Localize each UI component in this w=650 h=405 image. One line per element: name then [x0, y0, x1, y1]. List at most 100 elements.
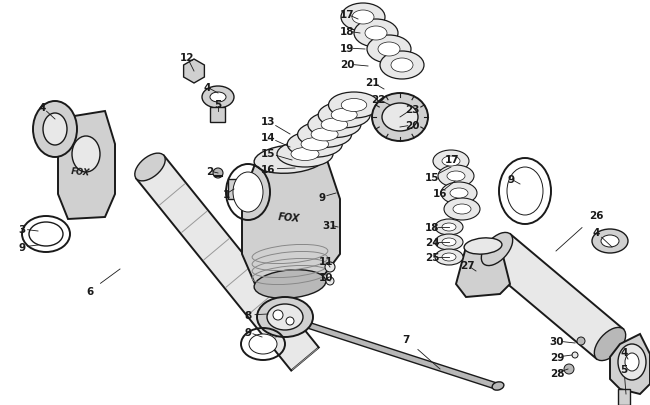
Ellipse shape: [367, 36, 411, 64]
Ellipse shape: [450, 189, 468, 198]
Text: 7: 7: [402, 334, 410, 344]
Ellipse shape: [391, 59, 413, 73]
Text: 4: 4: [592, 228, 600, 237]
Ellipse shape: [372, 94, 428, 142]
Ellipse shape: [254, 270, 326, 298]
Text: 9: 9: [318, 192, 326, 202]
Ellipse shape: [332, 109, 358, 122]
Text: 14: 14: [261, 133, 276, 143]
Ellipse shape: [435, 234, 463, 250]
Ellipse shape: [341, 4, 385, 32]
Ellipse shape: [435, 249, 463, 265]
Circle shape: [213, 168, 223, 179]
Circle shape: [564, 364, 574, 374]
Ellipse shape: [447, 172, 465, 181]
Polygon shape: [484, 234, 623, 359]
Ellipse shape: [618, 344, 646, 380]
Ellipse shape: [354, 20, 398, 48]
Ellipse shape: [481, 233, 513, 266]
Text: 17: 17: [340, 10, 354, 20]
Ellipse shape: [277, 142, 333, 168]
Text: 5: 5: [214, 100, 222, 110]
Text: 24: 24: [424, 237, 439, 247]
Text: 20: 20: [340, 60, 354, 70]
Polygon shape: [618, 389, 630, 405]
Ellipse shape: [257, 297, 313, 337]
Text: 15: 15: [261, 149, 275, 159]
Text: 1: 1: [222, 190, 229, 200]
Ellipse shape: [29, 222, 63, 246]
Text: 13: 13: [261, 117, 275, 127]
Ellipse shape: [442, 157, 460, 166]
Text: 26: 26: [589, 211, 603, 220]
Ellipse shape: [72, 136, 100, 173]
Text: 16: 16: [261, 164, 275, 175]
Polygon shape: [228, 179, 242, 200]
Ellipse shape: [444, 198, 480, 220]
Text: 15: 15: [424, 173, 439, 183]
Polygon shape: [456, 244, 510, 297]
Ellipse shape: [464, 238, 502, 254]
Text: 27: 27: [460, 260, 474, 270]
Polygon shape: [298, 321, 500, 389]
Ellipse shape: [435, 220, 463, 235]
Text: 2: 2: [207, 166, 214, 177]
Ellipse shape: [442, 239, 456, 246]
Ellipse shape: [594, 328, 626, 361]
Text: 3: 3: [18, 224, 25, 234]
Text: 21: 21: [365, 78, 379, 88]
Ellipse shape: [298, 122, 352, 148]
Ellipse shape: [601, 235, 619, 247]
Text: 4: 4: [203, 83, 211, 93]
Text: 30: 30: [550, 336, 564, 346]
Polygon shape: [242, 155, 340, 284]
Text: 25: 25: [424, 252, 439, 262]
Text: 5: 5: [620, 364, 628, 374]
Ellipse shape: [321, 119, 348, 132]
Circle shape: [325, 262, 335, 272]
Text: 22: 22: [370, 95, 385, 105]
Polygon shape: [210, 108, 225, 123]
Ellipse shape: [382, 104, 418, 132]
Text: 16: 16: [433, 189, 447, 198]
Ellipse shape: [453, 205, 471, 215]
Ellipse shape: [378, 43, 400, 57]
Ellipse shape: [202, 87, 234, 109]
Text: 9: 9: [18, 243, 25, 252]
Ellipse shape: [438, 166, 474, 188]
Ellipse shape: [442, 254, 456, 261]
Ellipse shape: [311, 128, 338, 142]
Text: 4: 4: [620, 347, 628, 357]
Ellipse shape: [210, 93, 226, 103]
Circle shape: [577, 337, 585, 345]
Ellipse shape: [492, 382, 504, 390]
Ellipse shape: [254, 145, 326, 174]
Polygon shape: [136, 156, 318, 371]
Circle shape: [286, 317, 294, 325]
Ellipse shape: [433, 151, 469, 173]
Ellipse shape: [318, 102, 370, 128]
Circle shape: [273, 310, 283, 320]
Ellipse shape: [352, 11, 374, 25]
Text: 11: 11: [318, 256, 333, 266]
Text: 17: 17: [445, 155, 460, 164]
Ellipse shape: [365, 27, 387, 41]
Text: 9: 9: [244, 327, 252, 337]
Ellipse shape: [442, 224, 456, 231]
Text: FOX: FOX: [71, 166, 91, 177]
Text: 20: 20: [405, 121, 419, 131]
Text: 6: 6: [86, 286, 94, 296]
Text: 23: 23: [405, 105, 419, 115]
Ellipse shape: [233, 173, 263, 213]
Text: 28: 28: [550, 368, 564, 378]
Ellipse shape: [135, 154, 165, 181]
Ellipse shape: [267, 304, 303, 330]
Text: 12: 12: [180, 53, 194, 63]
Ellipse shape: [441, 183, 477, 205]
Text: 19: 19: [340, 44, 354, 54]
Ellipse shape: [249, 334, 277, 354]
Text: 4: 4: [38, 103, 46, 113]
Circle shape: [572, 352, 578, 358]
Ellipse shape: [301, 139, 328, 151]
Ellipse shape: [380, 52, 424, 80]
